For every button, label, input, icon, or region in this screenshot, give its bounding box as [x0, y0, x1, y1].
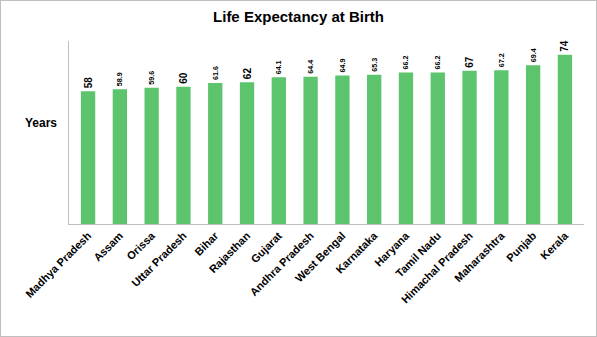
svg-text:Rajasthan: Rajasthan	[207, 229, 253, 275]
svg-text:66.2: 66.2	[401, 56, 410, 70]
svg-text:67: 67	[464, 56, 475, 68]
svg-text:Orissa: Orissa	[124, 229, 157, 262]
svg-text:58: 58	[83, 77, 94, 89]
svg-text:59.6: 59.6	[147, 71, 156, 85]
svg-text:58.9: 58.9	[115, 72, 124, 86]
svg-text:65.3: 65.3	[370, 58, 379, 72]
svg-text:Uttar Pradesh: Uttar Pradesh	[129, 229, 189, 289]
svg-text:Karnataka: Karnataka	[333, 229, 380, 276]
svg-text:67.2: 67.2	[497, 53, 506, 67]
svg-text:60: 60	[178, 72, 189, 84]
svg-text:Kerala: Kerala	[538, 229, 571, 262]
svg-text:West Bengal: West Bengal	[293, 230, 348, 285]
svg-text:62: 62	[242, 68, 253, 80]
svg-text:Gujarat: Gujarat	[248, 229, 284, 265]
svg-text:Himachal Pradesh: Himachal Pradesh	[399, 229, 475, 305]
svg-text:Assam: Assam	[91, 229, 125, 263]
svg-text:Tamil Nadu: Tamil Nadu	[393, 230, 443, 280]
svg-text:64.9: 64.9	[338, 59, 347, 73]
svg-text:Maharashtra: Maharashtra	[452, 229, 507, 284]
svg-text:Andhra Pradesh: Andhra Pradesh	[247, 229, 316, 298]
svg-text:Bihar: Bihar	[192, 229, 221, 258]
svg-text:Haryana: Haryana	[372, 229, 412, 269]
svg-text:74: 74	[559, 40, 570, 52]
svg-text:Life Expectancy at Birth: Life Expectancy at Birth	[213, 8, 384, 25]
svg-text:64.4: 64.4	[306, 60, 315, 74]
svg-text:Punjab: Punjab	[504, 229, 539, 264]
svg-text:Madhya Pradesh: Madhya Pradesh	[23, 229, 93, 299]
svg-text:69.4: 69.4	[529, 48, 538, 62]
svg-text:61.6: 61.6	[211, 66, 220, 80]
svg-text:66.2: 66.2	[433, 56, 442, 70]
svg-text:64.1: 64.1	[274, 60, 283, 74]
svg-text:Years: Years	[25, 116, 57, 130]
